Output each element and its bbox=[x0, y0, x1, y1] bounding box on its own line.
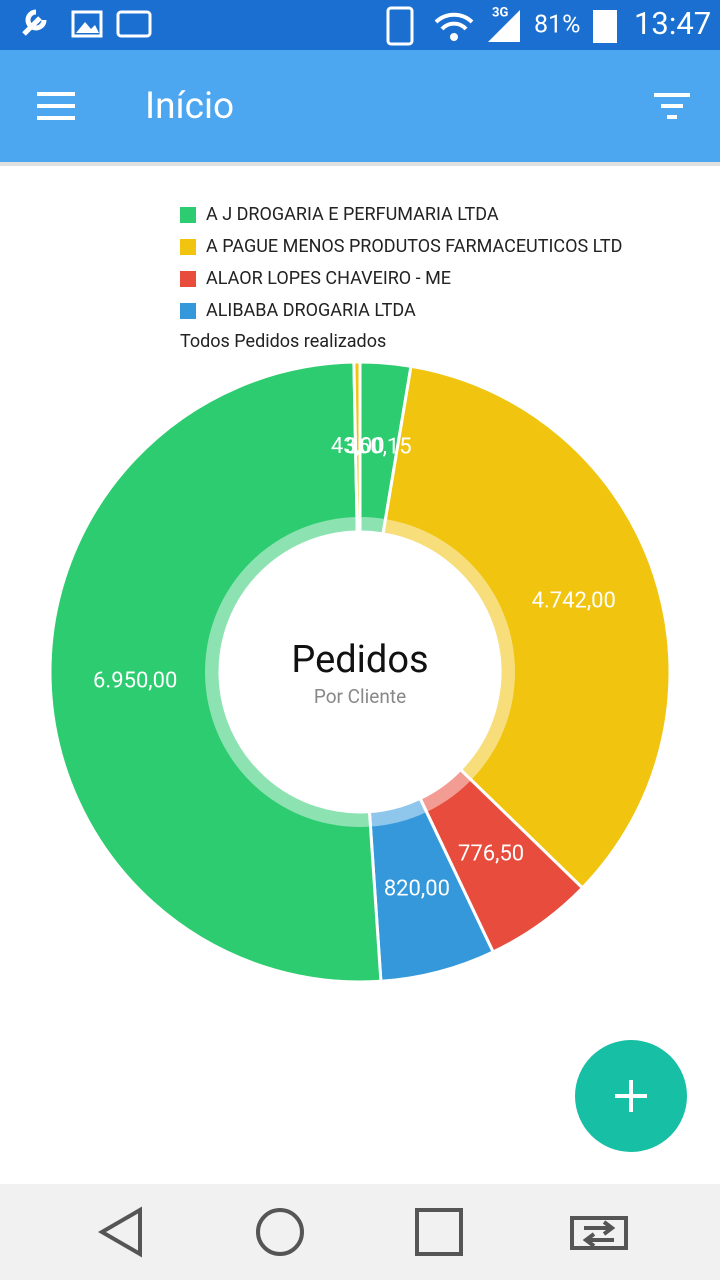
legend-swatch bbox=[180, 239, 196, 255]
battery-level: 81% bbox=[534, 11, 580, 40]
center-title: Pedidos bbox=[291, 638, 428, 682]
value-label: 776,50 bbox=[458, 842, 524, 867]
app-title: Início bbox=[145, 85, 234, 128]
legend-swatch bbox=[180, 271, 196, 287]
legend-swatch bbox=[180, 303, 196, 319]
legend-label: ALIBABA DROGARIA LTDA bbox=[206, 300, 416, 321]
home-button[interactable] bbox=[256, 1208, 304, 1256]
app-bar-shadow bbox=[0, 162, 720, 166]
value-label: 820,00 bbox=[384, 876, 450, 901]
value-label: 43,00 bbox=[331, 434, 385, 459]
legend-label: A PAGUE MENOS PRODUTOS FARMACEUTICOS LTD bbox=[206, 236, 622, 257]
nav-bar bbox=[0, 1184, 720, 1280]
value-label: 6.950,00 bbox=[93, 669, 177, 694]
switch-button[interactable] bbox=[570, 1216, 628, 1250]
chart-description: Todos Pedidos realizados bbox=[180, 331, 386, 352]
chart: A J DROGARIA E PERFUMARIA LTDA A PAGUE ME… bbox=[48, 204, 672, 984]
status-icons bbox=[22, 6, 617, 46]
recents-button[interactable] bbox=[415, 1208, 463, 1256]
filter-button[interactable] bbox=[654, 93, 690, 119]
legend-label: ALAOR LOPES CHAVEIRO - ME bbox=[206, 268, 451, 289]
add-icon bbox=[615, 1080, 647, 1112]
value-label: 4.742,00 bbox=[532, 589, 616, 614]
network-type: 3G bbox=[492, 5, 508, 20]
center-hole bbox=[220, 532, 500, 812]
legend-label: A J DROGARIA E PERFUMARIA LTDA bbox=[206, 204, 499, 225]
app-bar bbox=[0, 50, 720, 162]
clock: 13:47 bbox=[634, 5, 711, 42]
value-label: 360,15 bbox=[345, 435, 411, 460]
center-subtitle: Por Cliente bbox=[314, 685, 406, 708]
back-button[interactable] bbox=[98, 1206, 142, 1258]
legend-swatch bbox=[180, 207, 196, 223]
menu-button[interactable] bbox=[37, 92, 75, 120]
